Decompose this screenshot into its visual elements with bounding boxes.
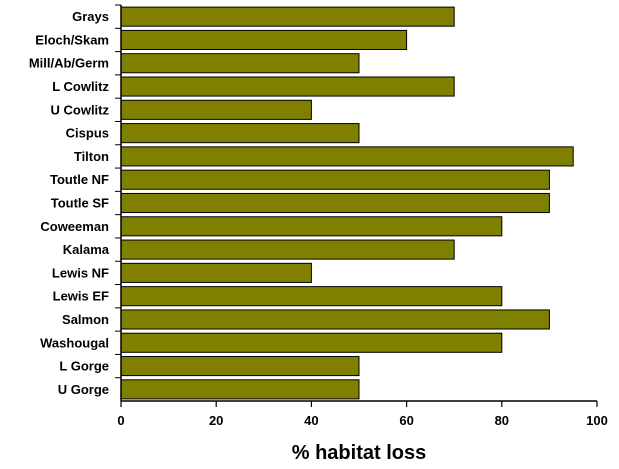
x-tick-label: 60 [399,413,413,428]
bar-salmon [120,309,550,330]
bar-kalama [120,239,455,260]
x-axis-ticks: 0 20 40 60 80 100 [117,401,608,428]
category-label: L Cowlitz [52,79,109,94]
x-tick-label: 100 [586,413,608,428]
category-label: U Cowlitz [51,102,110,117]
category-label: L Gorge [59,359,109,374]
category-label: U Gorge [58,382,109,397]
x-tick-label: 40 [304,413,318,428]
bar-toutle-sf [120,192,550,214]
bar-u-gorge [120,379,360,400]
bars-group [120,6,574,400]
category-label: Eloch/Skam [35,32,109,47]
bar-toutle-nf [120,169,550,190]
category-label: Grays [72,9,109,24]
x-axis-title: % habitat loss [292,442,426,464]
bar-coweeman [120,216,503,237]
bar-l-cowlitz [120,76,455,97]
category-label: Lewis EF [53,289,109,304]
bar-tilton [120,146,574,167]
category-label: Tilton [74,149,109,164]
bar-mill-ab-germ [120,53,360,74]
category-label: Toutle SF [51,196,109,211]
category-label: Lewis NF [52,265,109,280]
category-label: Coweeman [40,219,109,234]
bar-cispus [120,123,360,144]
axes-group [120,5,597,402]
bar-eloch-skam [120,29,408,50]
bar-washougal [120,332,503,353]
category-label: Cispus [66,126,109,141]
category-labels: Grays Eloch/Skam Mill/Ab/Germ L Cowlitz U Co… [29,4,121,397]
category-label: Toutle NF [50,172,109,187]
bar-u-cowlitz [120,99,312,120]
bar-lewis-ef [120,286,503,307]
x-tick-label: 20 [209,413,223,428]
x-tick-label: 80 [495,413,509,428]
bar-grays [120,6,455,27]
x-tick-label: 0 [117,413,124,428]
bar-lewis-nf [120,262,312,283]
category-label: Salmon [62,312,109,327]
category-label: Washougal [40,335,109,350]
category-label: Mill/Ab/Germ [29,56,109,71]
bar-l-gorge [120,356,360,377]
category-label: Kalama [63,242,110,257]
